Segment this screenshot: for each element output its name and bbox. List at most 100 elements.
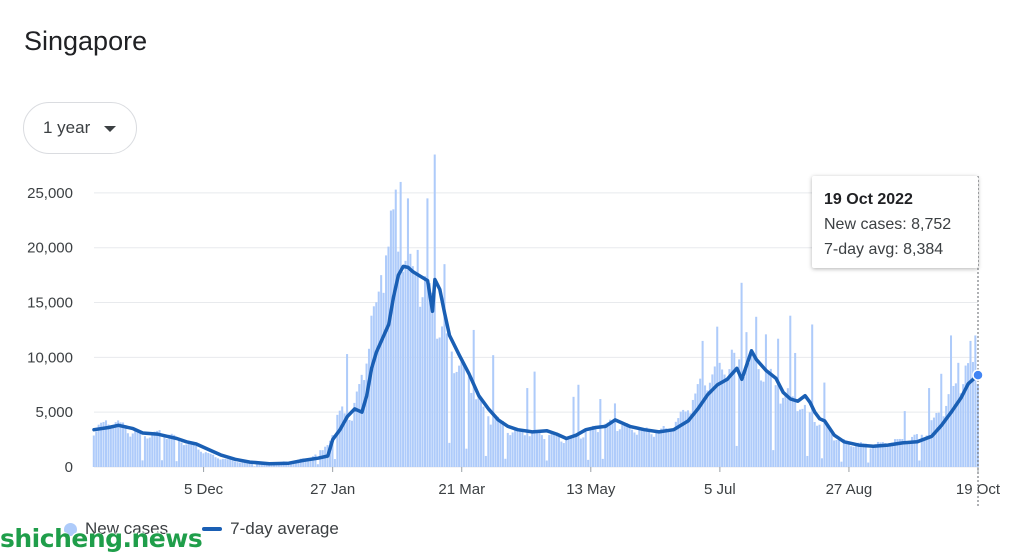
new-cases-bar: [609, 419, 612, 467]
new-cases-bar: [509, 435, 512, 467]
new-cases-bar: [686, 410, 690, 467]
new-cases-bar: [292, 461, 295, 467]
new-cases-bar: [635, 434, 638, 467]
tooltip-date: 19 Oct 2022: [824, 191, 913, 208]
new-cases-bar: [443, 264, 446, 467]
new-cases-bar: [92, 435, 95, 467]
new-cases-bar: [555, 434, 558, 467]
new-cases-bar: [816, 425, 819, 467]
new-cases-bar: [484, 455, 487, 467]
new-cases-bar: [216, 458, 220, 467]
new-cases-bar: [833, 440, 836, 467]
new-cases-bar: [236, 462, 239, 467]
new-cases-bar: [124, 426, 127, 467]
new-cases-bar: [531, 431, 534, 467]
new-cases-bar: [577, 384, 580, 467]
new-cases-bar: [852, 446, 855, 467]
new-cases-bar: [672, 428, 675, 467]
new-cases-bar: [117, 420, 120, 467]
new-cases-bar: [723, 374, 726, 467]
new-cases-bar: [501, 420, 504, 467]
new-cases-bar: [745, 332, 748, 467]
x-axis: 5 Dec 27 Jan 21 Mar 13 May 5 Jul 27 Aug 19 Oct: [184, 467, 1001, 498]
new-cases-bar: [794, 352, 797, 467]
new-cases-bar: [134, 430, 137, 467]
new-cases-bar: [146, 438, 149, 467]
new-cases-bar: [426, 198, 429, 467]
new-cases-bar: [560, 441, 563, 467]
new-cases-bar: [545, 460, 548, 467]
new-cases-bar: [942, 416, 945, 467]
new-cases-bar: [803, 404, 806, 467]
new-cases-bar: [163, 436, 166, 467]
new-cases-bar: [743, 377, 746, 467]
new-cases-bar: [358, 384, 361, 467]
new-cases-bar: [550, 432, 553, 467]
new-cases-bar: [911, 436, 914, 467]
new-cases-bar: [752, 353, 755, 467]
time-range-dropdown[interactable]: 1 year: [23, 102, 137, 154]
new-cases-bar: [343, 413, 346, 467]
new-cases-bar: [828, 428, 831, 467]
new-cases-bar: [930, 420, 933, 467]
new-cases-bar: [338, 410, 341, 467]
new-cases-bar: [302, 458, 305, 467]
new-cases-bar: [567, 436, 570, 467]
new-cases-bar: [129, 436, 132, 467]
new-cases-bar: [397, 251, 400, 467]
new-cases-bar: [433, 154, 436, 467]
new-cases-bar: [375, 302, 378, 467]
new-cases-bar: [565, 439, 568, 467]
new-cases-bar: [940, 373, 943, 467]
new-cases-bar: [197, 449, 200, 467]
new-cases-bar: [514, 428, 517, 467]
chart-legend: New cases 7-day average: [64, 519, 339, 539]
new-cases-bar: [470, 392, 473, 467]
new-cases-bar: [862, 443, 865, 467]
new-cases-bar: [901, 439, 904, 467]
new-cases-bar: [789, 315, 792, 467]
new-cases-bar: [387, 246, 390, 467]
new-cases-bar: [594, 429, 597, 467]
new-cases-bar: [450, 351, 453, 467]
new-cases-bar: [932, 417, 935, 467]
new-cases-bar: [667, 431, 670, 467]
new-cases-bar: [867, 462, 870, 467]
new-cases-bar: [175, 461, 178, 467]
new-cases-bar: [662, 426, 665, 467]
y-tick-label: 0: [65, 459, 73, 476]
new-cases-bar: [248, 462, 251, 467]
new-cases-bar: [830, 433, 833, 467]
new-cases-bar: [114, 422, 117, 467]
new-cases-bar: [893, 439, 897, 467]
new-cases-bar: [813, 422, 816, 467]
new-cases-bar: [696, 384, 699, 467]
new-cases-bar: [655, 432, 658, 467]
new-cases-bar: [141, 460, 144, 467]
new-cases-bar: [355, 391, 358, 467]
new-cases-bar: [669, 431, 672, 467]
watermark: shicheng.news: [0, 524, 203, 553]
new-cases-bar: [540, 435, 543, 467]
new-cases-bar: [691, 399, 694, 467]
new-cases-bar: [915, 434, 918, 467]
new-cases-bar: [297, 459, 300, 467]
new-cases-bar: [872, 447, 875, 467]
new-cases-bar: [516, 429, 519, 467]
new-cases-bar: [684, 411, 687, 467]
new-cases-bar: [294, 460, 297, 467]
new-cases-bar: [494, 418, 497, 467]
new-cases-bar: [935, 412, 938, 467]
new-cases-bar: [718, 362, 721, 467]
new-cases-bar: [392, 209, 395, 467]
new-cases-bar: [767, 373, 770, 467]
new-cases-bar: [738, 359, 741, 467]
new-cases-bar: [380, 275, 383, 467]
new-cases-bar: [428, 283, 431, 467]
new-cases-bar: [441, 326, 444, 467]
new-cases-bar: [799, 409, 802, 467]
new-cases-bar: [618, 429, 621, 467]
new-cases-bar: [122, 422, 125, 467]
new-cases-bar: [606, 422, 609, 467]
new-cases-bar: [365, 363, 368, 467]
